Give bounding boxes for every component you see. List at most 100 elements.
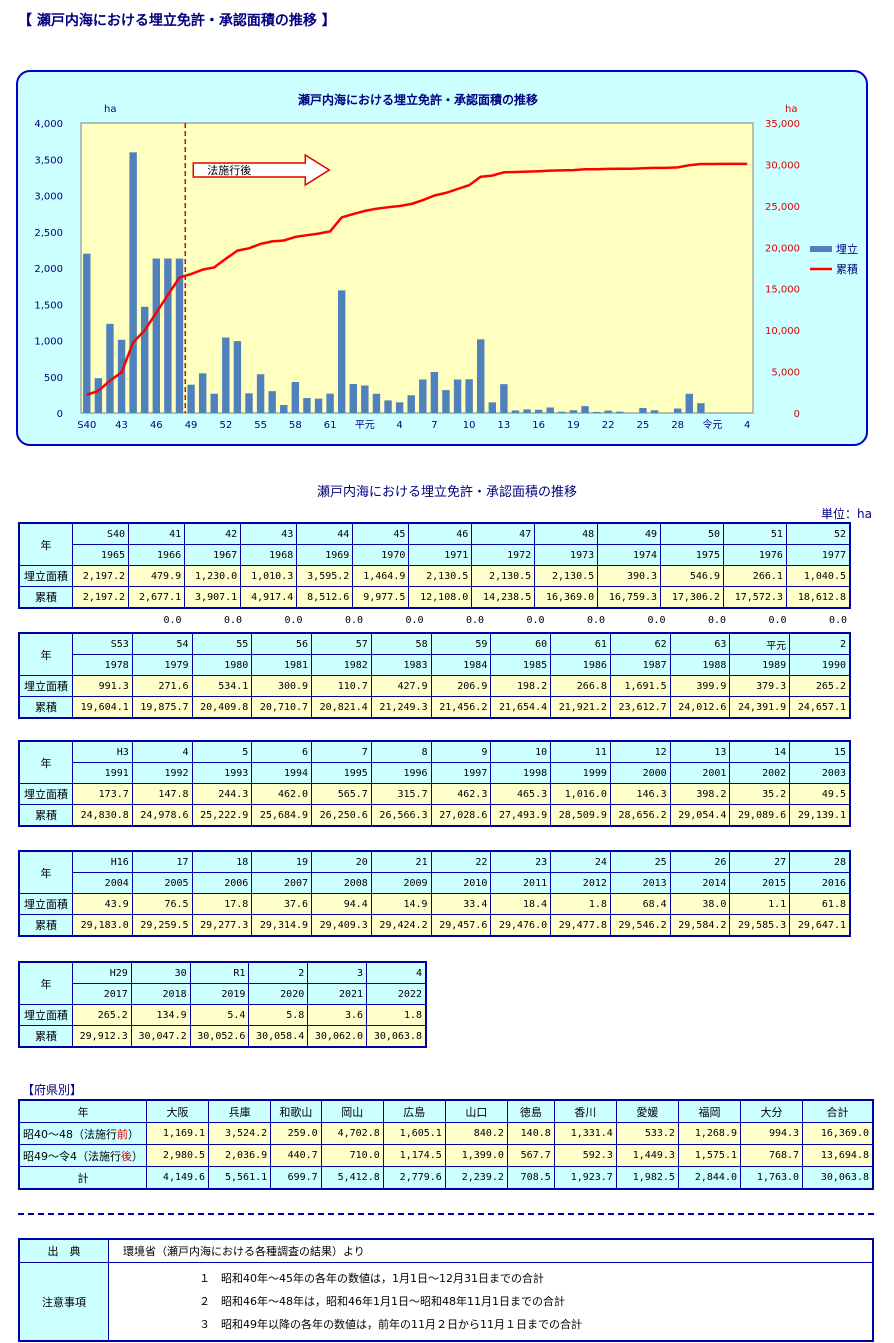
year-cell: S40 [71,522,130,545]
western-year-cell: 2013 [609,872,671,894]
area-cell: 2,130.5 [471,565,536,587]
year-cell: 20 [311,850,372,873]
area-cell: 534.1 [191,675,253,697]
western-year-cell: 2018 [130,983,191,1005]
row-label-after: 昭49～令4（法施行後） [18,1144,147,1167]
bar [337,290,346,413]
pref-value: 16,369.0 [802,1122,874,1145]
cum-cell: 20,821.4 [311,696,372,719]
pref-value: 13,694.8 [802,1144,874,1167]
bar [534,409,543,413]
year-cell: 5 [191,740,253,763]
area-cell: 147.8 [131,783,193,805]
western-year-cell: 2017 [72,983,132,1005]
year-cell: 4 [366,961,427,984]
year-cell: 59 [430,632,492,655]
western-year-cell: 1968 [240,544,298,566]
x-tick-label: 25 [637,420,650,431]
western-year-cell: 2009 [370,872,432,894]
area-cell: 198.2 [490,675,552,697]
cum-cell: 21,921.2 [550,696,611,719]
western-year-cell: 1989 [729,654,791,676]
year-cell: 45 [352,522,410,545]
pref-header: 広島 [382,1099,446,1123]
area-cell: 1,691.5 [609,675,671,697]
area-cell: 1.1 [729,893,791,915]
pref-value: 1,174.5 [382,1144,446,1167]
pref-value: 259.0 [270,1122,322,1145]
western-year-cell: 2005 [131,872,193,894]
area-cell: 465.3 [490,783,552,805]
cum-cell: 18,612.8 [785,586,851,609]
cum-cell: 17,306.2 [660,586,724,609]
western-year-cell: 2004 [72,872,133,894]
western-year-cell: 1967 [184,544,242,566]
western-year-cell: 1969 [296,544,354,566]
year-cell: H3 [72,740,133,763]
western-year-cell: 1970 [352,544,410,566]
bar [245,393,253,413]
pref-value: 2,779.6 [382,1166,446,1190]
notes-label: 注意事項 [18,1262,109,1342]
legend-label-bar: 埋立 [836,242,858,256]
area-cell: 565.7 [311,783,372,805]
source-text: 環境省（瀬戸内海における各種調査の結果）より [108,1238,874,1263]
x-tick-label: 52 [219,420,232,431]
zero-value: 0.0 [344,615,363,626]
area-cell: 173.7 [72,783,133,805]
area-cell: 546.9 [660,565,724,587]
western-year-cell: 2002 [729,762,791,784]
year-table: 年 H16 17 18 19 20 21 22 23 24 25 26 27 28 2004 2005 2006… [18,850,851,937]
year-cell: 61 [550,632,611,655]
cum-cell: 24,978.6 [131,804,193,827]
chart-title: 瀬戸内海における埋立免許・承認面積の推移 [297,92,538,107]
year-cell: 8 [370,740,432,763]
pref-value: 1,399.0 [444,1144,508,1167]
area-cell: 2,197.2 [71,565,130,587]
left-tick-label: 3,500 [34,155,63,166]
year-cell: 46 [408,522,473,545]
western-year-cell: 1996 [370,762,432,784]
area-cell: 266.8 [550,675,611,697]
area-cell: 479.9 [128,565,186,587]
right-tick-label: 30,000 [765,160,800,171]
western-year-cell: 2019 [189,983,250,1005]
area-cell: 17.8 [191,893,253,915]
year-cell: 42 [184,522,242,545]
cum-cell: 14,238.5 [471,586,536,609]
area-cell: 1.8 [550,893,611,915]
year-label: 年 [18,740,73,784]
right-tick-label: 10,000 [765,326,800,337]
pref-header: 合計 [802,1099,874,1123]
x-tick-label: 28 [671,420,684,431]
western-year-cell: 2006 [191,872,253,894]
x-tick-label: 13 [498,420,511,431]
western-year-cell: 1972 [471,544,536,566]
area-cell: 35.2 [729,783,791,805]
cum-cell: 29,089.6 [729,804,791,827]
cum-cell: 9,977.5 [352,586,410,609]
legend-label-line: 累積 [836,262,858,276]
pref-value: 4,149.6 [145,1166,210,1190]
year-cell: 22 [430,850,492,873]
bar [94,378,103,413]
x-tick-label: 49 [185,420,198,431]
western-year-cell: 2000 [609,762,671,784]
pref-value: 2,239.2 [444,1166,508,1190]
unit-label: 単位：ha [821,507,872,521]
year-cell: 51 [722,522,787,545]
western-year-cell: 1973 [534,544,599,566]
notes-list: １ 昭和40年～45年の各年の数値は，1月1日～12月31日までの合計 ２ 昭和… [108,1262,874,1342]
zero-value: 0.0 [223,615,242,626]
year-cell: 49 [597,522,662,545]
bar [430,371,439,413]
year-cell: 57 [311,632,372,655]
cum-cell: 29,424.2 [370,914,432,937]
zero-value: 0.0 [586,615,605,626]
x-tick-label: 55 [254,420,267,431]
notes-table: 出 典 環境省（瀬戸内海における各種調査の結果）より 注意事項 １ 昭和40年～… [18,1238,874,1342]
western-year-cell: 1971 [408,544,473,566]
zero-value: 0.0 [647,615,666,626]
western-year-cell: 1976 [722,544,787,566]
year-cell: R1 [189,961,250,984]
